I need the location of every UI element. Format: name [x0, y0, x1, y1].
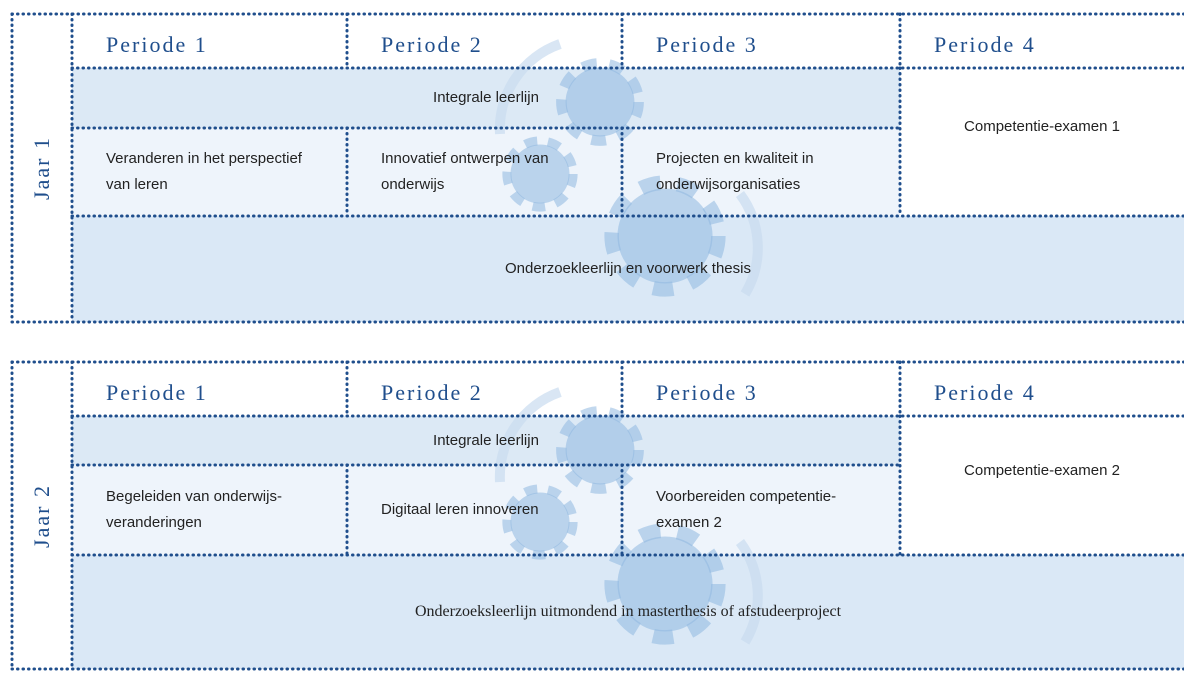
period-header: Periode 4	[934, 32, 1036, 57]
gear-decoration	[617, 536, 713, 632]
period-header: Periode 3	[656, 32, 758, 57]
course: Innovatief ontwerpen van onderwijs	[381, 150, 549, 193]
exam: Competentie-examen 1	[964, 118, 1120, 135]
research-line: Onderzoekleerlijn en voorwerk thesis	[505, 260, 751, 277]
year-label: Jaar 1	[29, 136, 54, 200]
period-header: Periode 3	[656, 380, 758, 405]
period-header: Periode 1	[106, 380, 208, 405]
arrow-decoration	[494, 39, 562, 135]
gear-decoration	[604, 175, 726, 297]
course: Begeleiden van onderwijs-veranderingen	[106, 488, 282, 531]
arrow-decoration	[735, 191, 763, 297]
integral-row-bg	[72, 416, 900, 465]
gear-decoration	[556, 58, 644, 146]
period-header: Periode 4	[934, 380, 1036, 405]
course: Digitaal leren innoveren	[381, 501, 539, 518]
gear-decoration	[502, 136, 578, 212]
research-line: Onderzoeksleerlijn uitmondend in mastert…	[414, 603, 842, 620]
arrow-decoration	[494, 387, 562, 483]
gear-decoration	[617, 188, 713, 284]
integral-line: Integrale leerlijn	[433, 431, 539, 449]
period-header: Periode 2	[381, 32, 483, 57]
year-label: Jaar 2	[29, 483, 54, 548]
gear-decoration	[565, 67, 635, 137]
integral-row-bg	[72, 68, 900, 128]
gear-decoration	[604, 523, 726, 645]
gear-decoration	[510, 492, 570, 552]
period-header: Periode 1	[106, 32, 208, 57]
gear-decoration	[510, 144, 570, 204]
courses-row-bg	[72, 128, 900, 216]
integral-line: Integrale leerlijn	[433, 89, 539, 106]
gear-decoration	[556, 406, 644, 494]
courses-row-bg	[72, 465, 900, 555]
course: Projecten en kwaliteit in onderwijsorgan…	[656, 150, 814, 193]
arrow-decoration	[735, 539, 763, 645]
course: Veranderen in het perspectief van leren	[106, 150, 302, 193]
exam: Competentie-examen 2	[964, 461, 1120, 479]
gear-decoration	[565, 415, 635, 485]
course: Voorbereiden competentie-examen 2	[656, 488, 837, 531]
period-header: Periode 2	[381, 380, 483, 405]
